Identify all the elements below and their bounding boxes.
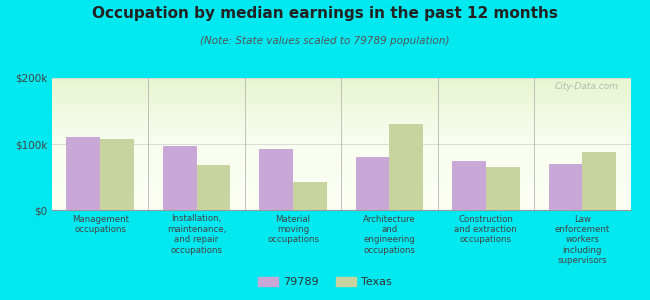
Legend: 79789, Texas: 79789, Texas	[254, 272, 396, 291]
Text: Law
enforcement
workers
including
supervisors: Law enforcement workers including superv…	[554, 214, 610, 265]
Text: Construction
and extraction
occupations: Construction and extraction occupations	[454, 214, 517, 244]
Bar	[389, 124, 423, 210]
Text: Material
moving
occupations: Material moving occupations	[267, 214, 319, 244]
Bar	[163, 146, 196, 210]
Text: Architecture
and
engineering
occupations: Architecture and engineering occupations	[363, 214, 416, 255]
Bar	[196, 165, 230, 210]
Text: Installation,
maintenance,
and repair
occupations: Installation, maintenance, and repair oc…	[167, 214, 226, 255]
Text: City-Data.com: City-Data.com	[555, 82, 619, 91]
Bar	[549, 164, 582, 210]
Bar	[582, 152, 616, 210]
Bar	[486, 167, 519, 210]
Bar	[356, 157, 389, 210]
Text: Occupation by median earnings in the past 12 months: Occupation by median earnings in the pas…	[92, 6, 558, 21]
Text: (Note: State values scaled to 79789 population): (Note: State values scaled to 79789 popu…	[200, 36, 450, 46]
Bar	[66, 137, 100, 210]
Bar	[100, 139, 134, 210]
Text: Management
occupations: Management occupations	[72, 214, 129, 234]
Bar	[452, 160, 486, 210]
Bar	[259, 148, 293, 210]
Bar	[293, 182, 327, 210]
